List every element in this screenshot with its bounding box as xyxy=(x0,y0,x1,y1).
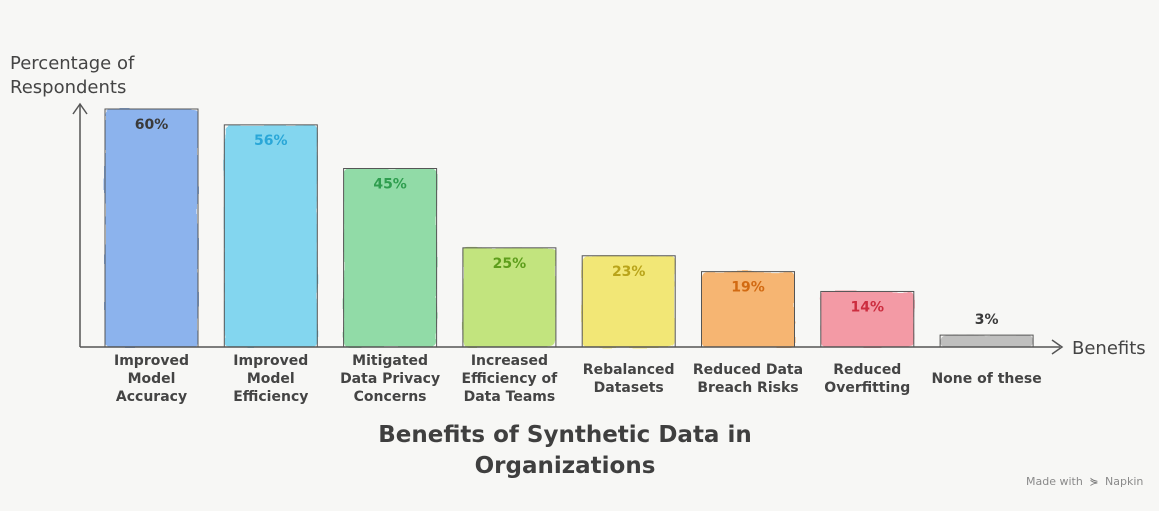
category-label-mitigated-data-privacy-concerns: Mitigated Data Privacy Concerns xyxy=(340,353,440,405)
bar-rebalanced-datasets xyxy=(582,255,676,347)
category-label-improved-model-efficiency: Improved Model Efficiency xyxy=(233,353,308,405)
category-label-line: Efficiency xyxy=(233,389,308,405)
category-label-line: Data Privacy xyxy=(340,371,440,387)
category-label-line: Efficiency of xyxy=(462,371,559,387)
category-label-none-of-these: None of these xyxy=(931,371,1041,387)
value-label-improved-model-accuracy: 60% xyxy=(135,117,169,133)
axes-group xyxy=(72,102,1064,355)
category-label-line: Overfitting xyxy=(824,380,910,396)
bar-improved-model-efficiency xyxy=(224,124,318,347)
watermark-brand: Napkin xyxy=(1105,475,1144,488)
category-label-line: Mitigated xyxy=(352,353,428,369)
category-label-line: Breach Risks xyxy=(697,380,798,396)
category-label-increased-efficiency-of-data-teams: Increased Efficiency of Data Teams xyxy=(462,353,559,405)
category-label-line: Data Teams xyxy=(464,389,556,405)
value-label-reduced-overfitting: 14% xyxy=(851,299,885,315)
category-label-line: Model xyxy=(247,371,295,387)
y-axis-arrow-icon xyxy=(72,102,88,115)
napkin-icon: ⋟ xyxy=(1089,475,1099,488)
bar-increased-efficiency-of-data-teams xyxy=(462,247,556,347)
bar-improved-model-accuracy xyxy=(105,109,198,347)
category-label-line: Accuracy xyxy=(116,389,187,405)
x-axis-label: Benefits xyxy=(1072,338,1146,359)
category-label-improved-model-accuracy: Improved Model Accuracy xyxy=(114,353,189,405)
category-label-line: Concerns xyxy=(354,389,427,405)
chart-title: Benefits of Synthetic Data in Organizati… xyxy=(378,422,752,479)
category-label-line: Improved xyxy=(114,353,189,369)
category-label-line: Improved xyxy=(233,353,308,369)
category-label-reduced-data-breach-risks: Reduced Data Breach Risks xyxy=(693,362,803,396)
bar-none-of-these xyxy=(940,335,1034,347)
value-label-reduced-data-breach-risks: 19% xyxy=(731,280,765,296)
category-label-line: Reduced Data xyxy=(693,362,803,378)
category-label-line: Rebalanced xyxy=(583,362,675,378)
x-axis-arrow-icon xyxy=(1051,339,1064,355)
value-label-none-of-these: 3% xyxy=(975,312,999,328)
category-label-line: Increased xyxy=(471,353,548,369)
y-axis-label: Percentage of Respondents xyxy=(10,53,135,98)
value-label-mitigated-data-privacy-concerns: 45% xyxy=(373,177,407,193)
category-label-rebalanced-datasets: Rebalanced Datasets xyxy=(583,362,675,396)
labels-group: 60% Improved Model Accuracy 56% Improved Model… xyxy=(114,117,1042,405)
value-label-increased-efficiency-of-data-teams: 25% xyxy=(493,256,527,272)
bars-group xyxy=(104,108,1034,348)
value-label-rebalanced-datasets: 23% xyxy=(612,264,646,280)
bar-reduced-data-breach-risks xyxy=(701,271,795,347)
category-label-line: Datasets xyxy=(594,380,664,396)
bar-reduced-overfitting xyxy=(820,291,914,347)
value-label-improved-model-efficiency: 56% xyxy=(254,133,288,149)
category-label-line: Reduced xyxy=(833,362,901,378)
bar-mitigated-data-privacy-concerns xyxy=(343,168,437,347)
made-with-napkin-watermark: Made with ⋟ Napkin xyxy=(1026,475,1143,488)
watermark-prefix: Made with xyxy=(1026,475,1083,488)
category-label-line: Model xyxy=(128,371,176,387)
category-label-reduced-overfitting: Reduced Overfitting xyxy=(824,362,910,396)
category-label-line: None of these xyxy=(931,371,1041,387)
